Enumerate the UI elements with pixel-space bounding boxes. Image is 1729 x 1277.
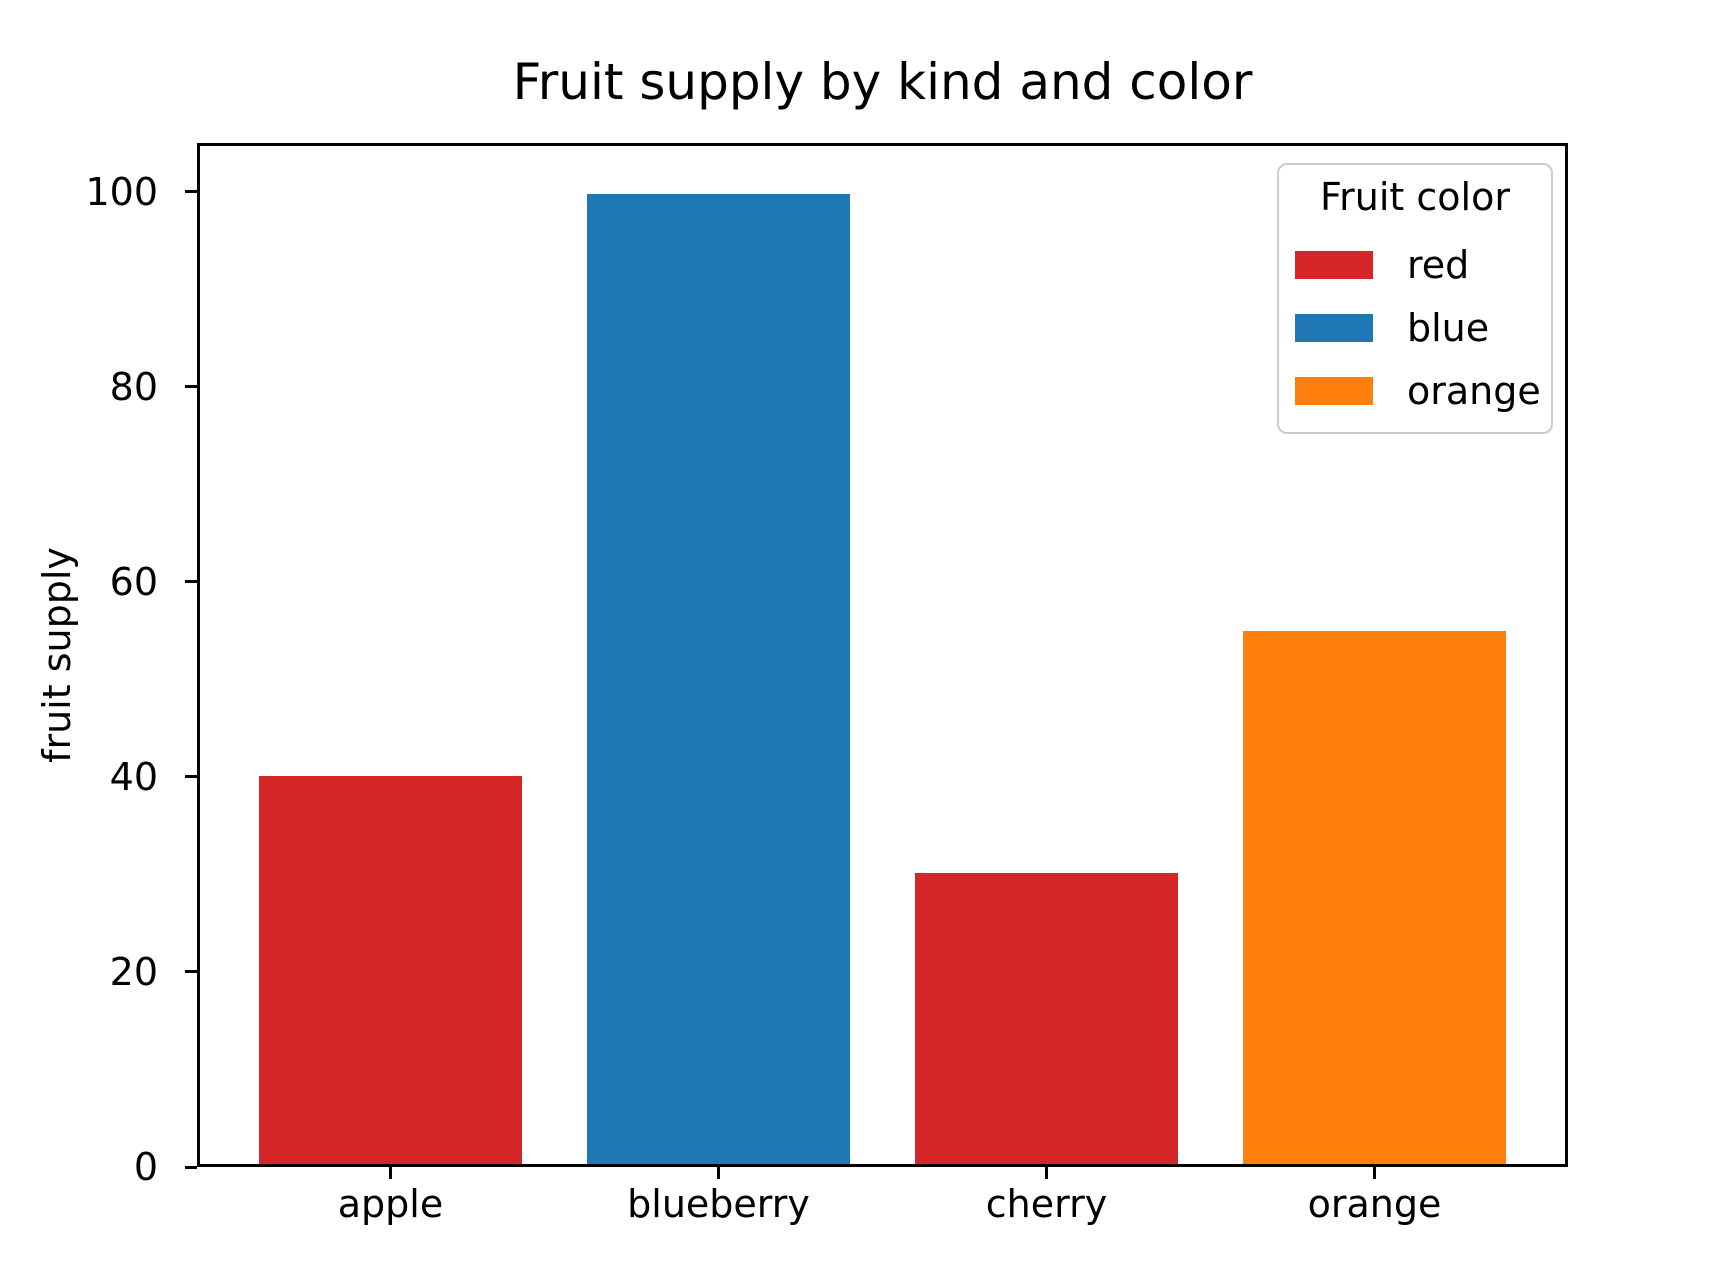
legend-swatch-blue	[1295, 313, 1373, 342]
x-tick-mark	[1372, 1167, 1376, 1179]
x-tick-mark	[1044, 1167, 1048, 1179]
y-tick-mark	[185, 775, 197, 779]
legend-entry-label: orange	[1407, 368, 1541, 413]
legend-title: Fruit color	[1320, 175, 1510, 219]
bar-cherry	[915, 873, 1178, 1164]
legend-rows: red blue orange	[1295, 246, 1541, 410]
bar-orange	[1243, 630, 1506, 1164]
y-tick-mark	[185, 580, 197, 584]
y-tick-label: 80	[109, 364, 158, 409]
bar-apple	[259, 776, 522, 1164]
x-tick-label: apple	[337, 1182, 444, 1226]
chart-title: Fruit supply by kind and color	[512, 53, 1253, 111]
legend-swatch-orange	[1295, 376, 1373, 405]
x-tick-label: orange	[1307, 1182, 1442, 1226]
y-tick-mark	[185, 1165, 197, 1169]
y-tick-label: 40	[109, 754, 158, 799]
y-tick-label: 100	[85, 169, 158, 214]
legend: Fruit color red blue orange	[1277, 163, 1553, 434]
y-tick-label: 20	[109, 949, 158, 994]
x-tick-label: cherry	[985, 1182, 1108, 1226]
legend-entry-blue: blue	[1295, 309, 1535, 347]
x-tick-mark	[717, 1167, 720, 1179]
x-tick-label: blueberry	[627, 1182, 810, 1226]
y-tick-label: 0	[133, 1145, 158, 1189]
y-tick-label: 60	[109, 559, 158, 604]
legend-swatch-red	[1295, 250, 1373, 279]
legend-entry-red: red	[1295, 246, 1535, 284]
y-tick-mark	[185, 970, 197, 974]
bar-blueberry	[587, 194, 850, 1164]
legend-entry-label: blue	[1407, 305, 1490, 350]
x-tick-mark	[389, 1167, 392, 1179]
y-tick-mark	[185, 190, 197, 194]
legend-entry-orange: orange	[1295, 372, 1541, 410]
legend-entry-label: red	[1407, 242, 1470, 287]
y-tick-mark	[185, 385, 197, 389]
